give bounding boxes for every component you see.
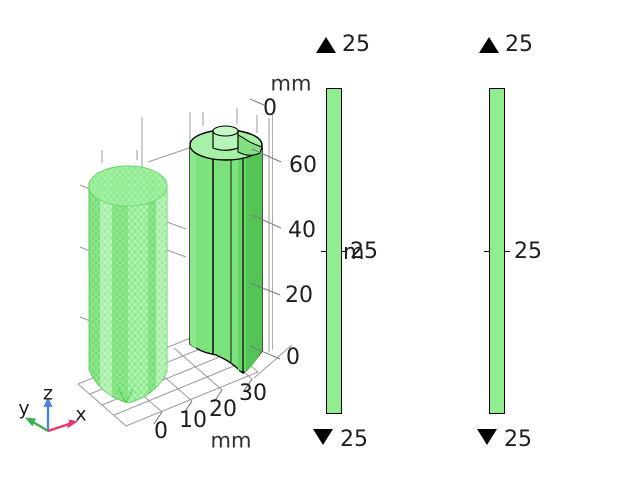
triad-y-label: y <box>18 397 30 420</box>
legend-overlap-char: m <box>343 240 365 265</box>
z-tick-label-0: 0 <box>286 345 300 370</box>
z-axis-ticks <box>249 98 282 360</box>
legend-colorbar <box>326 88 342 414</box>
z-axis-top-tick-label: 0 <box>263 96 277 121</box>
x-tick-label-10: 10 <box>179 408 207 433</box>
mesh-cylinder <box>88 165 168 404</box>
legend-mid-value: 25 <box>514 239 542 264</box>
legend-mid-tick <box>505 251 510 252</box>
z-tick-label-40: 40 <box>288 218 316 243</box>
solid-cylinder <box>189 125 263 374</box>
x-tick-label-20: 20 <box>209 397 237 422</box>
x-tick-label-0: 0 <box>154 419 168 444</box>
min-marker-triangle-icon <box>477 429 497 445</box>
legend-colorbar <box>489 88 505 414</box>
triad-x-label: x <box>75 403 87 426</box>
z-axis-arrow <box>43 397 53 407</box>
orientation-triad <box>25 397 78 433</box>
x-tick-label-30: 30 <box>239 381 267 406</box>
legend-mid-tick <box>321 251 326 252</box>
max-marker-value: 25 <box>505 32 533 57</box>
x-axis-ticks <box>153 378 253 425</box>
z-tick-label-60: 60 <box>289 153 317 178</box>
x-axis-unit-label: mm <box>210 428 252 453</box>
triad-z-label: z <box>43 382 53 405</box>
min-marker-triangle-icon <box>313 429 333 445</box>
z-tick-label-20: 20 <box>285 283 313 308</box>
min-marker-value: 25 <box>504 427 532 452</box>
max-marker-triangle-icon <box>316 37 336 53</box>
legend-mid-tick <box>342 251 347 252</box>
scene-3d-viewport[interactable] <box>0 0 320 480</box>
z-axis-unit-label: mm <box>270 71 312 96</box>
x-axis-arrow <box>67 419 78 429</box>
min-marker-value: 25 <box>340 427 368 452</box>
max-marker-triangle-icon <box>479 37 499 53</box>
legend-mid-value: 25 <box>350 239 378 264</box>
legend-mid-tick <box>484 251 489 252</box>
max-marker-value: 25 <box>342 32 370 57</box>
y-axis-arrow <box>25 417 36 427</box>
